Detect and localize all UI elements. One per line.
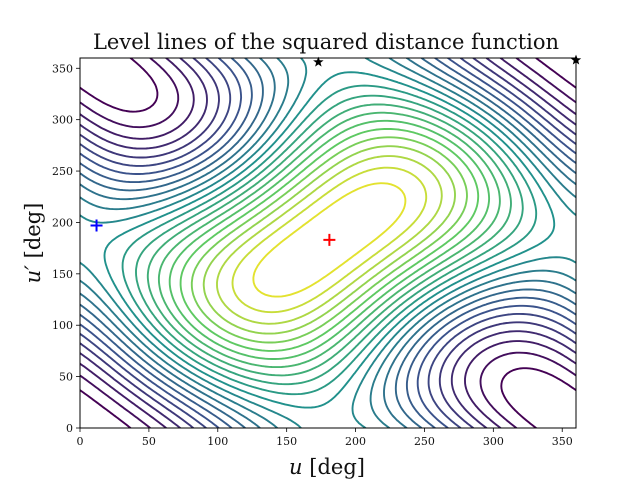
x-tick-label: 100 <box>207 435 228 448</box>
red-cross-marker <box>323 233 336 246</box>
contour-level-3 <box>216 155 443 325</box>
contour-level-23 <box>80 58 576 428</box>
contour-level-8 <box>157 111 501 369</box>
chart-title: Level lines of the squared distance func… <box>93 30 559 54</box>
contour-level-20 <box>80 58 576 428</box>
x-tick-label: 250 <box>414 435 435 448</box>
x-tick-label: 50 <box>142 435 156 448</box>
contour-level-11 <box>121 84 538 396</box>
x-tick-label: 300 <box>483 435 504 448</box>
x-axis-label: u [deg] <box>289 455 365 479</box>
star-corner-marker <box>570 54 582 65</box>
contour-level-18 <box>80 58 576 428</box>
contour-level-4 <box>202 145 456 335</box>
y-tick-label: 200 <box>52 216 73 229</box>
contour-level-9 <box>146 103 512 377</box>
contour-lines <box>80 58 576 428</box>
contour-level-12 <box>103 71 556 409</box>
contour-level-24 <box>80 58 576 428</box>
blue-cross-marker <box>90 219 103 232</box>
y-tick-label: 50 <box>59 371 73 384</box>
contour-level-2 <box>231 166 428 314</box>
contour-level-1 <box>252 182 407 298</box>
contour-level-15 <box>80 58 576 428</box>
contour-level-5 <box>190 136 468 344</box>
x-tick-label: 350 <box>552 435 573 448</box>
y-tick-label: 0 <box>66 422 73 435</box>
y-tick-label: 300 <box>52 114 73 127</box>
star-top-marker <box>313 56 324 67</box>
contour-level-13 <box>80 58 576 428</box>
axis-ticks: 0 50 100 150 200 250 300 350 0 50 100 150 200 250 300 3… <box>52 62 573 448</box>
contour-level-21 <box>80 58 576 428</box>
contour-level-14 <box>80 58 576 428</box>
y-tick-label: 100 <box>52 319 73 332</box>
contour-level-6 <box>179 127 480 352</box>
x-tick-label: 0 <box>77 435 84 448</box>
plot-frame <box>79 57 577 429</box>
y-axis-label: u′ [deg] <box>21 203 45 284</box>
x-tick-label: 200 <box>345 435 366 448</box>
y-tick-label: 250 <box>52 165 73 178</box>
contour-level-17 <box>80 58 576 428</box>
contour-level-10 <box>135 94 524 386</box>
x-tick-label: 150 <box>276 435 297 448</box>
contour-level-16 <box>80 58 576 428</box>
y-tick-label: 150 <box>52 268 73 281</box>
y-tick-label: 350 <box>52 62 73 75</box>
chart-markers <box>90 54 582 246</box>
contour-level-7 <box>168 119 491 360</box>
